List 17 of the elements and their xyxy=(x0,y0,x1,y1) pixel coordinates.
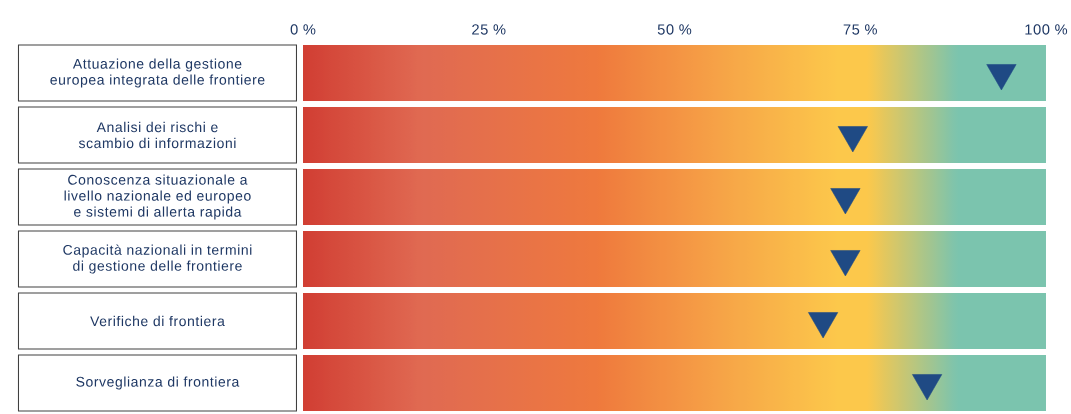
point xyxy=(986,64,1017,91)
y-tick-label: Attuazione della gestione europea integrata delle frontiere xyxy=(50,58,265,88)
point xyxy=(830,250,861,277)
point xyxy=(837,126,868,153)
y-tick-label: Verifiche di frontiera xyxy=(90,315,225,327)
x-tick-label: 0 % xyxy=(290,24,316,35)
y-tick-label: Conoscenza situazionale a livello nazionale ed europeo e sistemi di allerta rapida xyxy=(64,174,251,220)
x-tick-label: 100 % xyxy=(1025,24,1068,35)
point xyxy=(912,374,943,401)
point xyxy=(830,188,861,215)
x-tick-label: 50 % xyxy=(657,24,692,35)
x-tick-label: 25 % xyxy=(472,24,506,35)
y-tick-label: Sorveglianza di frontiera xyxy=(76,376,240,390)
y-tick-label: Analisi dei rischi e scambio di informazioni xyxy=(78,121,236,149)
point xyxy=(808,312,839,339)
x-tick-label: 75 % xyxy=(843,24,877,35)
y-tick-label: Capacità nazionali in termini di gestione delle frontiere xyxy=(63,244,252,274)
